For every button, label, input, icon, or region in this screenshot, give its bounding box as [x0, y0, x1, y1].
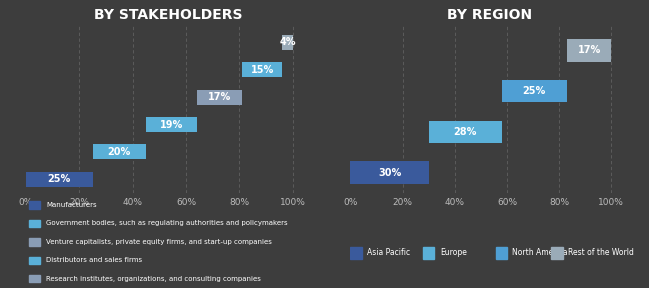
Bar: [26, 172, 93, 187]
Title: BY REGION: BY REGION: [447, 8, 533, 22]
Bar: [502, 80, 567, 102]
Bar: [29, 238, 40, 246]
Text: 4%: 4%: [279, 37, 296, 47]
Text: Research institutes, organizations, and consulting companies: Research institutes, organizations, and …: [46, 276, 261, 282]
Bar: [29, 257, 40, 264]
Bar: [429, 121, 502, 143]
Bar: [423, 247, 434, 259]
Bar: [93, 144, 146, 160]
Text: 25%: 25%: [47, 174, 71, 184]
Text: 25%: 25%: [522, 86, 546, 96]
Bar: [350, 161, 429, 184]
Text: Manufacturers: Manufacturers: [46, 202, 97, 208]
Text: Asia Pacific: Asia Pacific: [367, 249, 410, 257]
Bar: [29, 220, 40, 227]
Text: 28%: 28%: [454, 127, 477, 137]
Bar: [29, 201, 40, 209]
Text: Distributors and sales firms: Distributors and sales firms: [46, 257, 142, 263]
Text: Europe: Europe: [440, 249, 467, 257]
Bar: [552, 247, 563, 259]
Title: BY STAKEHOLDERS: BY STAKEHOLDERS: [95, 8, 243, 22]
Text: Rest of the World: Rest of the World: [568, 249, 634, 257]
Text: 19%: 19%: [160, 120, 183, 130]
Bar: [567, 39, 611, 62]
Bar: [197, 90, 242, 105]
Bar: [242, 62, 282, 77]
Text: Government bodies, such as regulating authorities and policymakers: Government bodies, such as regulating au…: [46, 221, 288, 226]
Text: 30%: 30%: [378, 168, 401, 178]
Bar: [146, 117, 197, 132]
Bar: [29, 275, 40, 283]
Text: North America: North America: [512, 249, 568, 257]
Bar: [282, 35, 293, 50]
Text: Venture capitalists, private equity firms, and start-up companies: Venture capitalists, private equity firm…: [46, 239, 272, 245]
Bar: [496, 247, 507, 259]
Text: 15%: 15%: [251, 65, 274, 75]
Text: 17%: 17%: [208, 92, 231, 102]
Text: 20%: 20%: [108, 147, 131, 157]
Text: 17%: 17%: [578, 46, 601, 55]
Bar: [350, 247, 361, 259]
